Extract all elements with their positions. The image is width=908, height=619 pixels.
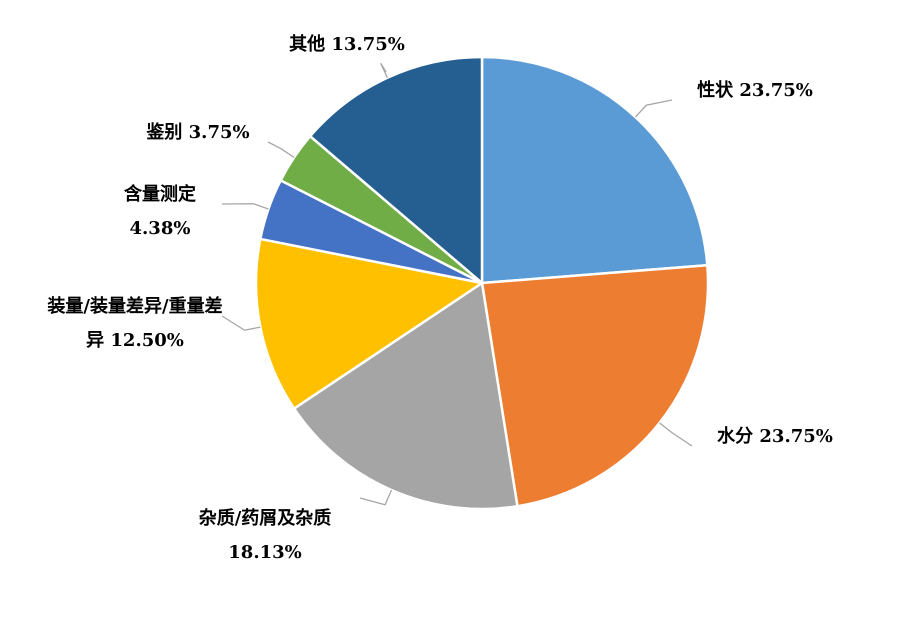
value-label: 4.38% xyxy=(129,218,191,239)
category-label: 水分 xyxy=(717,426,754,447)
value-label: 23.75% xyxy=(739,80,813,101)
category-label: 杂质/药屑及杂质 xyxy=(198,508,332,529)
leader-line xyxy=(221,203,269,210)
pie-slice xyxy=(254,237,486,411)
pie-slice xyxy=(308,55,484,286)
category-label: 性状 xyxy=(697,80,734,101)
data-label: 杂质/药屑及杂质 18.13% xyxy=(170,502,360,570)
leader-line xyxy=(634,99,673,118)
category-label: 装量/装量差异/重量差异 xyxy=(47,296,223,351)
data-label: 含量测定 4.38% xyxy=(100,178,220,246)
category-label: 含量测定 xyxy=(124,184,196,205)
category-label: 鉴别 xyxy=(146,122,183,143)
data-label: 性状 23.75% xyxy=(670,74,840,108)
data-label: 水分 23.75% xyxy=(690,420,860,454)
leader-line xyxy=(380,62,388,79)
value-label: 3.75% xyxy=(188,122,250,143)
leader-line xyxy=(267,141,295,158)
value-label: 23.75% xyxy=(759,426,833,447)
leader-line xyxy=(359,489,393,506)
data-label: 鉴别 3.75% xyxy=(128,116,268,150)
value-label: 12.50% xyxy=(110,330,184,351)
value-label: 13.75% xyxy=(331,34,405,55)
leader-line xyxy=(659,422,693,447)
pie-slice xyxy=(480,55,709,285)
category-label: 其他 xyxy=(289,34,326,55)
pie-slice xyxy=(292,280,519,511)
pie-slice xyxy=(480,263,710,508)
value-label: 18.13% xyxy=(228,542,302,563)
data-label: 装量/装量差异/重量差异 12.50% xyxy=(40,290,230,358)
data-label: 其他 13.75% xyxy=(262,28,432,62)
leader-line xyxy=(221,315,261,331)
